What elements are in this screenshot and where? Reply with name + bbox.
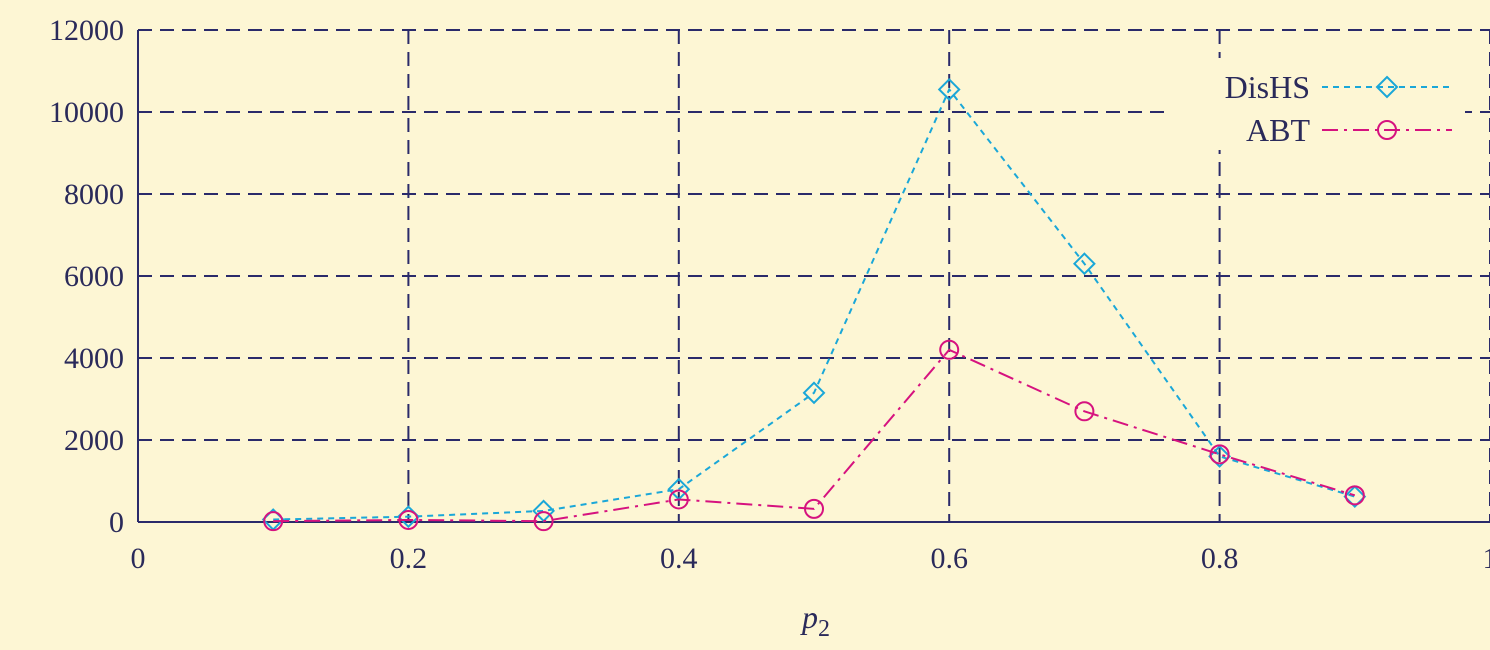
data-point (1072, 252, 1096, 276)
legend-entry-dishs: DisHS (1225, 69, 1452, 105)
y-tick-label: 2000 (64, 424, 124, 457)
series-abt (263, 339, 1365, 532)
x-tick-label: 0.2 (390, 542, 428, 575)
legend-marker (1375, 75, 1399, 99)
y-tick-label: 10000 (49, 96, 124, 129)
y-tick-label: 4000 (64, 342, 124, 375)
data-point (939, 339, 960, 360)
legend: DisHS ABT (1225, 69, 1452, 148)
y-tick-label: 0 (109, 506, 124, 539)
legend-marker (1377, 120, 1397, 140)
legend-label: ABT (1246, 112, 1310, 148)
legend-background (1165, 58, 1465, 150)
data-point (1343, 485, 1367, 508)
data-point (804, 498, 824, 519)
x-axis-label: p2 (800, 599, 830, 642)
tick-labels: 0 0.2 0.4 0.6 0.8 1 0 2000 4000 6000 8000 10000 1200… (49, 14, 1490, 575)
data-point (532, 499, 556, 523)
data-point (1344, 485, 1365, 506)
y-tick-label: 8000 (64, 178, 124, 211)
y-tick-label: 6000 (64, 260, 124, 293)
x-axis-label-main: p (800, 599, 818, 635)
data-point (668, 489, 689, 510)
data-point (533, 511, 554, 532)
data-point (937, 78, 961, 101)
legend-entry-abt: ABT (1246, 112, 1452, 148)
x-axis-label-subscript: 2 (818, 616, 830, 642)
data-point (1074, 401, 1095, 422)
data-point (263, 511, 284, 532)
data-point (802, 381, 826, 405)
x-tick-label: 0.6 (930, 542, 968, 575)
x-tick-label: 0 (131, 542, 146, 575)
x-tick-label: 0.4 (660, 542, 698, 575)
data-point (1209, 444, 1230, 465)
y-tick-label: 12000 (49, 14, 124, 47)
series-line (273, 87, 1356, 521)
legend-label: DisHS (1225, 69, 1310, 105)
series-line (273, 348, 1356, 523)
x-tick-label: 1 (1483, 542, 1490, 575)
data-point (398, 509, 419, 530)
x-tick-label: 0.8 (1201, 542, 1239, 575)
series-layer (261, 78, 1367, 532)
